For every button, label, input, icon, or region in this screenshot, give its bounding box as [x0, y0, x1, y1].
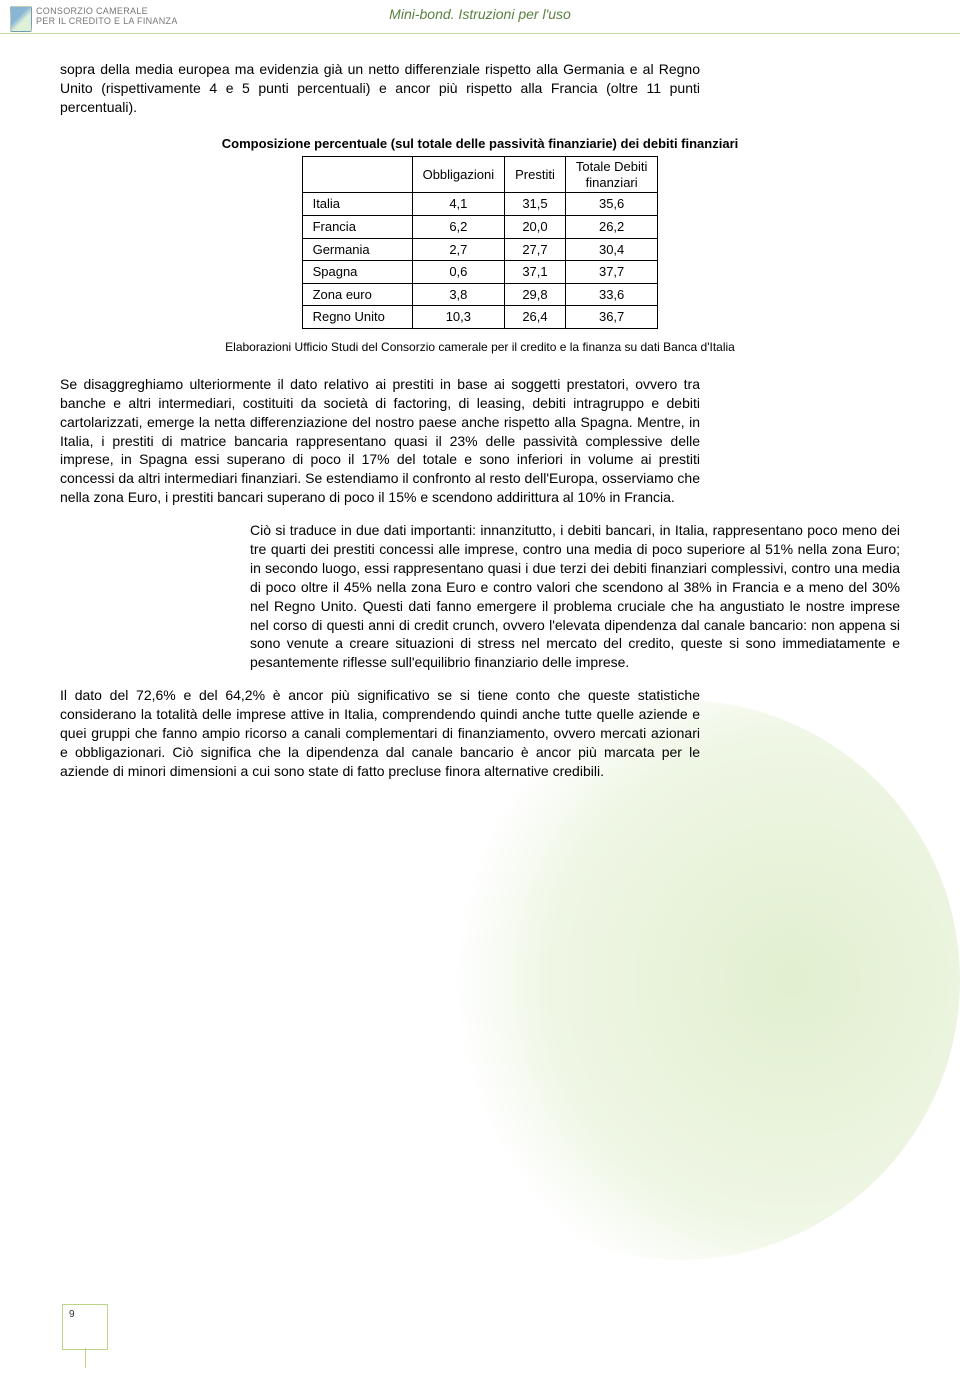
table-row: Germania2,727,730,4 — [302, 238, 658, 261]
table-row: Italia4,131,535,6 — [302, 193, 658, 216]
header-rule — [0, 33, 960, 34]
logo-line1: CONSORZIO CAMERALE — [36, 6, 178, 16]
paragraph-4: Il dato del 72,6% e del 64,2% è ancor pi… — [60, 686, 700, 780]
table-row: Spagna0,637,137,7 — [302, 261, 658, 284]
th-empty — [302, 157, 412, 193]
table-row: Zona euro3,829,833,6 — [302, 283, 658, 306]
paragraph-3: Ciò si traduce in due dati importanti: i… — [250, 521, 900, 672]
table-title: Composizione percentuale (sul totale del… — [60, 135, 900, 153]
table-row: Regno Unito10,326,436,7 — [302, 306, 658, 329]
document-title: Mini-bond. Istruzioni per l'uso — [389, 6, 571, 22]
logo-line2: PER IL CREDITO E LA FINANZA — [36, 16, 178, 26]
table-header-row: Obbligazioni Prestiti Totale Debitifinan… — [302, 157, 658, 193]
page-number-stem — [85, 1348, 86, 1368]
logo-text: CONSORZIO CAMERALE PER IL CREDITO E LA F… — [36, 6, 178, 27]
debt-composition-table: Obbligazioni Prestiti Totale Debitifinan… — [302, 156, 659, 328]
table-caption: Elaborazioni Ufficio Studi del Consorzio… — [60, 339, 900, 355]
page-number: 9 — [69, 1309, 75, 1320]
th-obbligazioni: Obbligazioni — [412, 157, 505, 193]
page-number-box: 9 — [62, 1304, 108, 1350]
page-content: sopra della media europea ma evidenzia g… — [60, 60, 900, 795]
table-row: Francia6,220,026,2 — [302, 215, 658, 238]
th-totale: Totale Debitifinanziari — [565, 157, 658, 193]
paragraph-2: Se disaggreghiamo ulteriormente il dato … — [60, 375, 700, 507]
paragraph-1: sopra della media europea ma evidenzia g… — [60, 60, 700, 117]
th-prestiti: Prestiti — [505, 157, 566, 193]
page-header: CONSORZIO CAMERALE PER IL CREDITO E LA F… — [10, 6, 950, 32]
consorzio-logo-icon — [10, 6, 32, 32]
